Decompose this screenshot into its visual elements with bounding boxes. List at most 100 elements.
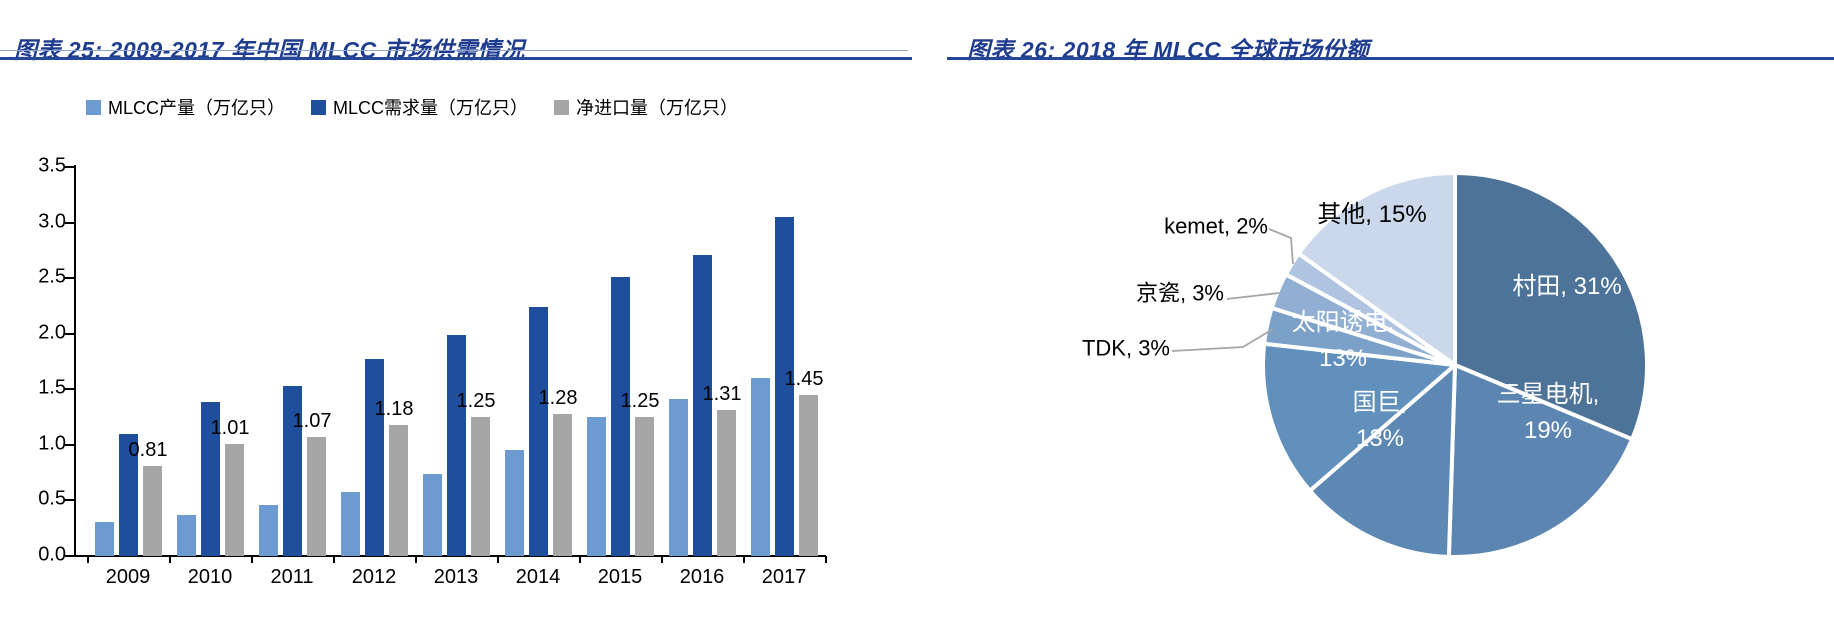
x-axis-label-2015: 2015 [597, 566, 643, 588]
bar-net-import-2012 [389, 424, 408, 556]
bar-demand-2015 [611, 277, 630, 556]
x-axis-label-2014: 2014 [515, 566, 561, 588]
pie-slice-label-村田: 村田, 31% [1512, 273, 1622, 300]
legend-item-demand: MLCC需求量（万亿只） [311, 94, 528, 120]
pie-slice-label-三星电机: 三星电机, 19% [1496, 381, 1600, 444]
bar-demand-2009 [119, 433, 138, 556]
bar-demand-2011 [283, 385, 302, 556]
x-axis-label-2009: 2009 [105, 566, 151, 588]
x-axis-line [74, 555, 826, 557]
legend-label-demand: MLCC需求量（万亿只） [333, 98, 529, 118]
bar-value-label-2012: 1.18 [374, 397, 414, 420]
pie-slice-国巨 [1307, 363, 1457, 559]
pie-slice-太阳诱电 [1261, 341, 1457, 493]
bar-demand-2016 [693, 254, 712, 556]
x-axis-label-2016: 2016 [679, 566, 725, 588]
leader-line-京瓷 [1226, 292, 1280, 300]
bar-demand-2014 [529, 307, 548, 556]
bar-net-import-2010 [225, 443, 244, 556]
bar-net-import-2013 [471, 417, 490, 556]
bar-value-label-2010: 1.01 [210, 416, 250, 439]
left-title-thin-rule [0, 50, 908, 51]
bar-value-label-2009: 0.81 [128, 438, 168, 461]
right-title-rule [947, 57, 1834, 60]
bar-value-label-2016: 1.31 [702, 383, 742, 406]
x-tick [87, 556, 89, 563]
y-tick [65, 443, 74, 446]
bar-value-label-2015: 1.25 [620, 390, 660, 413]
y-tick-label: 1.5 [38, 376, 66, 399]
pie-slice-label-kemet: kemet, 2% [1164, 213, 1268, 239]
bar-production-2016 [669, 399, 688, 556]
bar-net-import-2015 [635, 417, 654, 556]
y-tick-label: 2.5 [38, 265, 66, 288]
y-axis-line [74, 165, 76, 557]
x-tick [661, 556, 663, 563]
bar-production-2012 [341, 491, 360, 556]
bar-value-label-2017: 1.45 [784, 367, 824, 390]
bar-net-import-2014 [553, 413, 572, 556]
bar-chart-legend: MLCC产量（万亿只） MLCC需求量（万亿只） 净进口量（万亿只） [86, 94, 738, 120]
x-axis-label-2017: 2017 [761, 566, 807, 588]
pie-slice-label-TDK: TDK, 3% [1081, 335, 1170, 361]
y-tick-label: 2.0 [38, 321, 66, 344]
y-tick-label: 3.0 [38, 209, 66, 232]
y-tick-label: 0.5 [38, 487, 66, 510]
leader-line-kemet [1268, 228, 1294, 265]
x-tick [251, 556, 253, 563]
legend-swatch-demand [311, 99, 327, 115]
bar-production-2015 [587, 417, 606, 556]
bar-demand-2013 [447, 334, 466, 556]
bar-net-import-2011 [307, 437, 326, 556]
bar-production-2010 [177, 514, 196, 556]
bar-value-label-2011: 1.07 [292, 410, 332, 433]
bar-value-label-2013: 1.25 [456, 390, 496, 413]
legend-swatch-production [86, 99, 101, 115]
x-tick [579, 556, 581, 563]
pie-slice-label-其他: 其他, 15% [1317, 201, 1427, 228]
legend-item-net-import: 净进口量（万亿只） [554, 94, 738, 120]
x-tick [825, 556, 827, 563]
bar-production-2017 [751, 378, 770, 556]
x-axis-label-2010: 2010 [187, 566, 233, 588]
pie-slice-村田 [1453, 171, 1649, 442]
x-tick [743, 556, 745, 563]
legend-label-production: MLCC产量（万亿只） [108, 98, 286, 118]
x-axis-label-2012: 2012 [351, 566, 397, 588]
y-tick-label: 1.0 [38, 432, 66, 455]
pie-slice-其他 [1296, 171, 1457, 367]
bar-demand-2010 [201, 401, 220, 556]
bar-production-2011 [259, 504, 278, 556]
bar-production-2014 [505, 450, 524, 556]
y-tick [65, 332, 74, 335]
bar-net-import-2016 [717, 410, 736, 556]
leader-line-TDK [1171, 328, 1274, 352]
legend-swatch-net-import [554, 99, 570, 115]
x-tick [333, 556, 335, 563]
bar-demand-2012 [365, 359, 384, 556]
bar-production-2009 [95, 521, 114, 556]
y-tick [65, 277, 74, 280]
pie-slice-label-京瓷: 京瓷, 3% [1135, 280, 1224, 306]
x-tick [497, 556, 499, 563]
y-tick [65, 221, 74, 224]
bar-demand-2017 [775, 217, 794, 556]
bar-net-import-2017 [799, 394, 818, 556]
pie-slice-三星电机 [1446, 363, 1635, 559]
y-tick [65, 499, 74, 502]
bar-value-label-2014: 1.28 [538, 386, 578, 409]
x-axis-label-2011: 2011 [270, 566, 314, 588]
y-tick [65, 388, 74, 391]
x-axis-label-2013: 2013 [433, 566, 479, 588]
pie-slice-label-太阳诱电: 太阳诱电, 13% [1291, 309, 1395, 372]
x-tick [415, 556, 417, 563]
y-tick [65, 166, 74, 168]
x-tick [169, 556, 171, 563]
y-tick [65, 555, 74, 557]
y-tick-label: 3.5 [38, 154, 66, 177]
legend-label-net-import: 净进口量（万亿只） [576, 98, 739, 118]
pie-slice-label-国巨: 国巨, 13% [1352, 389, 1408, 452]
left-title-rule [0, 57, 912, 60]
